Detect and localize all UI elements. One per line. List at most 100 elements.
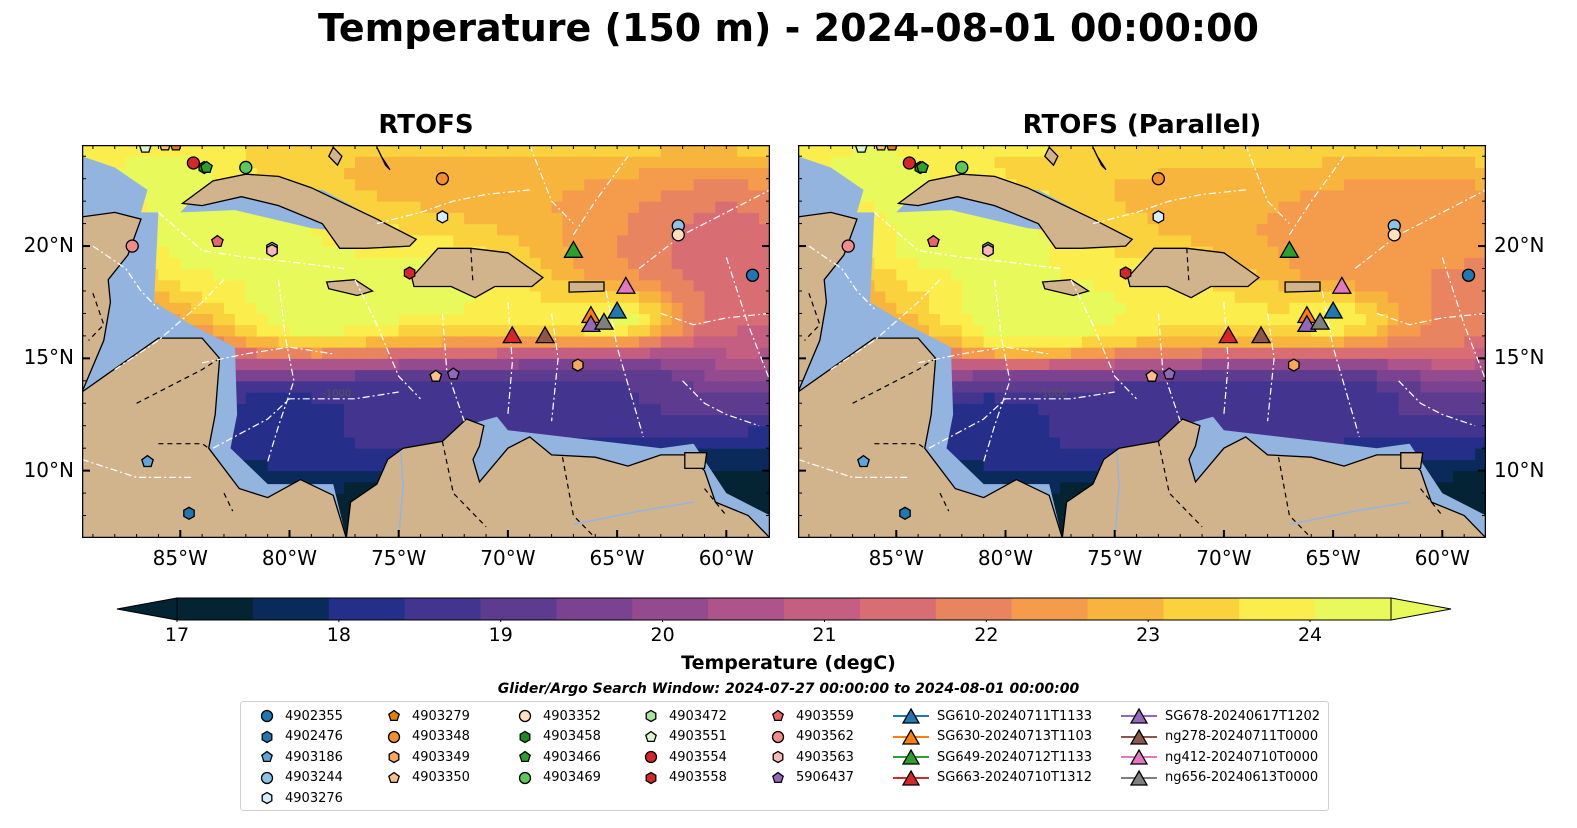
colorbar-segment <box>1239 598 1316 620</box>
legend-label: 4903186 <box>285 749 343 765</box>
legend-item: 4903554 <box>639 747 727 767</box>
legend-pentagon-icon <box>388 771 400 783</box>
legend-label: SG610-20240711T1133 <box>937 708 1093 724</box>
lat-tick-label: 15°N <box>23 345 74 370</box>
legend-item: 4903348 <box>382 727 470 747</box>
legend-item: 4903350 <box>382 768 470 788</box>
legend-circle-icon <box>260 771 274 784</box>
lon-tick-label: 65°W <box>1305 546 1361 570</box>
legend-triangle-icon <box>1121 748 1157 765</box>
legend-pentagon-icon <box>645 730 657 742</box>
marker-4903559 <box>926 234 940 248</box>
marker-4903350 <box>429 369 443 382</box>
marker-4903563 <box>266 243 278 258</box>
figure-title: Temperature (150 m) - 2024-08-01 00:00:0… <box>317 6 1259 50</box>
legend-item: 4903458 <box>513 727 601 747</box>
colorbar-segment <box>1011 598 1088 620</box>
legend-item: ng656-20240613T0000 <box>1119 768 1318 788</box>
colorbar-tick-label: 17 <box>164 624 190 646</box>
colorbar-tick-label: 21 <box>812 624 837 646</box>
marker-4903554 <box>902 156 917 170</box>
marker-SG663-20240710T1312 <box>1218 325 1239 344</box>
legend-label: ng278-20240711T0000 <box>1165 729 1319 744</box>
legend-triangle-icon <box>893 748 929 765</box>
marker-4903466 <box>200 160 213 173</box>
svg-text:-1000: -1000 <box>322 389 351 400</box>
legend-triangle-icon <box>1121 728 1157 745</box>
marker-SG649-20240712T1133 <box>1279 240 1300 258</box>
marker-4903186 <box>141 454 154 468</box>
colorbar-segment <box>252 598 330 620</box>
legend-label: 4903551 <box>669 729 727 744</box>
legend-item: 5906437 <box>766 768 854 788</box>
legend-label: 4903349 <box>412 749 470 765</box>
legend-hexagon-icon <box>388 750 400 764</box>
legend-item: SG663-20240710T1312 <box>891 768 1092 788</box>
lon-tick-label: 70°W <box>1196 546 1252 570</box>
marker-4903562 <box>125 239 139 253</box>
legend-hexagon-icon <box>261 730 273 743</box>
marker-SG663-20240710T1312 <box>502 325 523 344</box>
legend-hexagon-icon <box>261 791 273 805</box>
colorbar-tick-label: 24 <box>1297 624 1323 646</box>
panel-title-parallel: RTOFS (Parallel) <box>1022 110 1262 140</box>
legend-label: 4903472 <box>669 708 727 724</box>
colorbar-segment <box>328 598 406 620</box>
marker-ng278-20240711T0000 <box>534 325 556 344</box>
legend-label: SG663-20240710T1312 <box>937 770 1093 785</box>
legend-hexagon-icon <box>645 709 657 723</box>
legend-pentagon-icon <box>772 709 784 722</box>
lat-tick-label: 10°N <box>1494 457 1545 482</box>
lon-tick-label: 75°W <box>371 546 427 570</box>
marker-SG610-20240711T1133 <box>606 300 628 319</box>
marker-4903554 <box>186 156 201 170</box>
marker-SG610-20240711T1133 <box>1322 300 1344 319</box>
legend-circle-icon <box>518 709 532 723</box>
legend-circle-icon <box>260 709 274 723</box>
marker-4903563 <box>982 243 994 258</box>
lon-tick-label: 70°W <box>480 546 536 570</box>
marker-ng412-20240710T0000 <box>1331 276 1352 294</box>
svg-text:-1000: -1000 <box>1038 389 1067 400</box>
legend-label: 4903554 <box>669 749 727 765</box>
legend-label: 4903469 <box>543 770 601 785</box>
colorbar-segment <box>404 598 481 620</box>
marker-4902355 <box>745 268 760 282</box>
legend-triangle-icon <box>893 728 929 745</box>
marker-SG649-20240712T1133 <box>563 240 584 258</box>
colorbar-segment <box>1163 598 1240 620</box>
colorbar-tick-label: 23 <box>1136 624 1161 646</box>
colorbar-tick-label: 19 <box>488 624 513 646</box>
legend-label: 4903348 <box>412 729 470 744</box>
marker-ng412-20240710T0000 <box>615 276 636 294</box>
legend-item: 4903469 <box>513 768 601 788</box>
legend-label: ng656-20240613T0000 <box>1165 770 1319 785</box>
lon-tick-label: 60°W <box>1414 546 1470 570</box>
lon-tick-label: 85°W <box>868 546 924 570</box>
lat-tick-label: 20°N <box>1494 233 1545 258</box>
marker-ng656-20240613T0000 <box>1309 312 1331 330</box>
legend-pentagon-icon <box>772 771 784 783</box>
legend-label: 4903562 <box>796 729 854 744</box>
legend-item: SG630-20240713T1103 <box>891 727 1092 747</box>
legend-label: 4903559 <box>796 708 854 724</box>
marker-4902476 <box>899 506 911 521</box>
colorbar-segment <box>935 598 1013 620</box>
legend-item: 4903244 <box>255 768 343 788</box>
colorbar-segment <box>708 598 785 620</box>
lon-tick-label: 80°W <box>977 546 1034 570</box>
marker-4903350 <box>1145 369 1159 382</box>
colorbar-tick-label: 22 <box>974 624 999 646</box>
legend-label: 4903563 <box>796 749 854 765</box>
marker-4903466 <box>916 160 929 173</box>
panel-title-rtofs: RTOFS <box>378 110 474 140</box>
colorbar-label: Temperature (degC) <box>681 652 896 674</box>
legend-item: 4903563 <box>766 747 854 767</box>
legend-label: 4903466 <box>543 749 601 765</box>
legend-hexagon-icon <box>519 730 531 743</box>
legend-item: 4903466 <box>513 747 601 767</box>
legend-item: 4903279 <box>382 706 470 726</box>
legend-item: 4902476 <box>255 727 343 747</box>
legend-item: 4903352 <box>513 706 601 726</box>
legend-label: 4903458 <box>543 729 601 744</box>
